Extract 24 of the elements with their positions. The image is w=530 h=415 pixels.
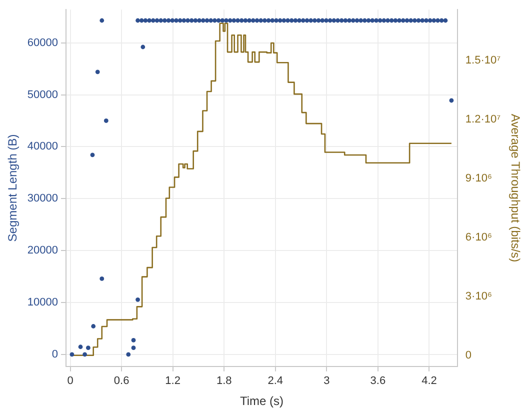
- y-tick-label: 0: [52, 348, 58, 360]
- x-tick-label: 4.2: [422, 375, 437, 388]
- x-tick-label: 0: [67, 375, 74, 388]
- x-tick-label: 2.4: [268, 375, 284, 388]
- y-tick-label: 40000: [27, 140, 58, 153]
- y2-tick-label: 1.2·10⁷: [465, 114, 501, 126]
- y-tick-label: 30000: [27, 192, 58, 205]
- y-tick-label: 60000: [27, 36, 58, 49]
- y-tick-label: 10000: [27, 296, 58, 309]
- y-axis-title: Segment Length (B): [6, 134, 20, 242]
- x-tick-label: 0.6: [114, 375, 130, 388]
- y2-axis-title: Average Throughput (bits/s): [508, 114, 522, 262]
- y2-tick-label: 6·10⁶: [465, 232, 492, 244]
- y2-tick-label: 1.5·10⁷: [465, 54, 501, 67]
- y2-tick-label: 3·10⁶: [465, 290, 492, 302]
- y2-tick-label: 0: [465, 349, 472, 362]
- x-tick-label: 3: [324, 375, 330, 388]
- x-axis-title: Time (s): [240, 394, 284, 408]
- x-tick-label: 1.2: [165, 375, 180, 388]
- x-tick-label: 3.6: [370, 375, 386, 388]
- y2-tick-label: 9·10⁶: [465, 172, 492, 185]
- y-tick-label: 20000: [27, 244, 58, 257]
- x-tick-label: 1.8: [216, 375, 232, 388]
- y-tick-label: 50000: [27, 88, 58, 101]
